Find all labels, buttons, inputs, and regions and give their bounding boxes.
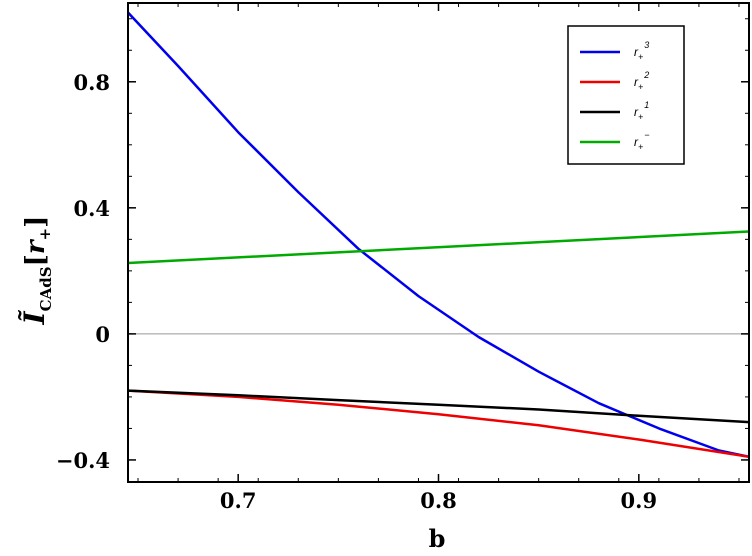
- series-line-2: [128, 389, 749, 459]
- legend-entry-2: r+2: [634, 70, 649, 92]
- x-tick-label: 0.7: [220, 488, 257, 513]
- y-tick-label: 0.4: [73, 196, 110, 221]
- y-axis-label-bracket-open: [: [21, 254, 51, 266]
- legend-entry-1: r+3: [634, 40, 649, 62]
- y-axis-label: ĨCAdS[r+]: [18, 216, 55, 326]
- legend-entry-4: r+−: [634, 130, 650, 152]
- axis-labels: b ĨCAdS[r+]: [18, 216, 445, 553]
- y-axis-label-base: Ĩ: [18, 309, 51, 325]
- x-axis-label: b: [429, 524, 446, 553]
- series-line-3: [128, 389, 749, 424]
- legend-entry-3: r+1: [634, 100, 649, 122]
- series-line-4: [128, 230, 749, 265]
- x-tick-label: 0.8: [420, 488, 457, 513]
- series-line-1: [128, 11, 749, 459]
- y-axis-label-arg: r: [21, 238, 51, 254]
- y-axis-label-arg-sub: +: [36, 228, 54, 241]
- y-tick-label: −0.4: [56, 448, 110, 473]
- y-tick-label: 0.8: [73, 70, 110, 95]
- y-tick-label: 0: [95, 322, 110, 347]
- y-axis-label-sub: CAdS: [37, 266, 55, 311]
- x-tick-label: 0.9: [621, 488, 658, 513]
- y-axis-label-bracket-close: ]: [21, 216, 51, 228]
- plot-area: [128, 11, 749, 459]
- legend-box: [567, 25, 685, 165]
- axes: 0.7 0.8 0.9 0.8 0.4 0 −0.4: [56, 2, 750, 513]
- legend: r+3 r+2 r+1 r+−: [567, 25, 685, 165]
